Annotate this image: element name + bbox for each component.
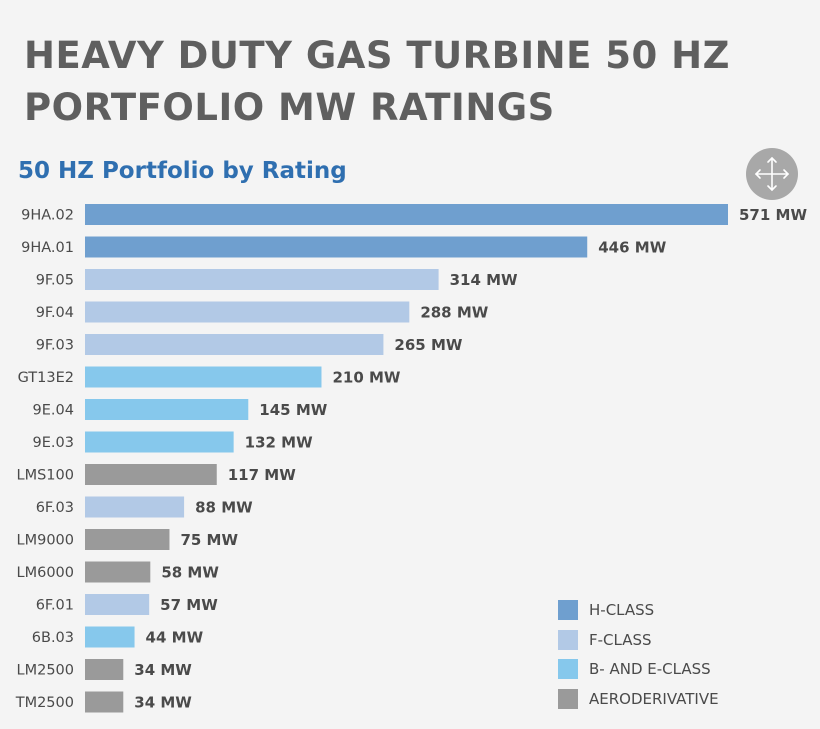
bar bbox=[85, 594, 150, 615]
legend-swatch bbox=[558, 629, 578, 650]
value-label: 210 MW bbox=[332, 369, 400, 387]
category-label: 9HA.01 bbox=[21, 240, 74, 256]
value-label: 34 MW bbox=[134, 694, 192, 712]
category-label: 6F.01 bbox=[36, 598, 74, 614]
legend-item-b-e-class: B- AND E-CLASS bbox=[558, 659, 719, 679]
legend-item-aeroderivative: AERODERIVATIVE bbox=[558, 688, 719, 709]
value-label: 44 MW bbox=[146, 629, 204, 647]
value-label: 117 MW bbox=[228, 466, 296, 484]
bar bbox=[85, 464, 217, 485]
value-label: 132 MW bbox=[245, 434, 313, 452]
move-arrows-button[interactable] bbox=[746, 148, 798, 200]
legend-swatch bbox=[558, 659, 578, 679]
value-label: 75 MW bbox=[180, 531, 238, 549]
value-label: 88 MW bbox=[195, 499, 253, 517]
value-label: 571 MW bbox=[739, 206, 807, 224]
category-label: 9F.04 bbox=[36, 305, 74, 321]
value-label: 145 MW bbox=[259, 401, 327, 419]
category-label: LM9000 bbox=[17, 533, 75, 549]
category-label: 9E.04 bbox=[33, 403, 74, 419]
bar bbox=[85, 659, 124, 680]
category-label: LM6000 bbox=[17, 565, 75, 581]
category-label: 9F.05 bbox=[36, 273, 74, 289]
legend-label: F-CLASS bbox=[589, 630, 652, 649]
bar bbox=[85, 366, 322, 388]
title-line-2: PORTFOLIO MW RATINGS bbox=[24, 86, 555, 129]
category-label: 9E.03 bbox=[33, 435, 74, 451]
bar bbox=[85, 334, 384, 355]
legend-item-f-class: F-CLASS bbox=[558, 629, 719, 650]
title-line-1: HEAVY DUTY GAS TURBINE 50 HZ bbox=[24, 34, 730, 77]
legend-label: H-CLASS bbox=[589, 601, 655, 619]
chart-subtitle: 50 HZ Portfolio by Rating bbox=[18, 158, 347, 184]
bar bbox=[85, 496, 185, 518]
value-label: 288 MW bbox=[420, 304, 488, 322]
value-label: 58 MW bbox=[161, 564, 219, 582]
bar bbox=[85, 431, 234, 453]
move-arrows-icon bbox=[754, 156, 790, 192]
value-label: 34 MW bbox=[134, 661, 192, 679]
legend-item-h-class: H-CLASS bbox=[558, 600, 719, 620]
value-label: 314 MW bbox=[450, 271, 518, 289]
value-label: 57 MW bbox=[160, 596, 218, 614]
bar bbox=[85, 529, 170, 550]
bar bbox=[85, 691, 124, 713]
bar bbox=[85, 236, 588, 258]
legend-swatch bbox=[558, 600, 578, 620]
bar bbox=[85, 301, 410, 323]
bar bbox=[85, 399, 249, 420]
category-label: LMS100 bbox=[17, 468, 74, 484]
bar bbox=[85, 561, 151, 583]
bar bbox=[85, 269, 439, 290]
page-title: HEAVY DUTY GAS TURBINE 50 HZ PORTFOLIO M… bbox=[24, 30, 730, 134]
category-label: 6F.03 bbox=[36, 500, 74, 516]
value-label: 446 MW bbox=[598, 239, 666, 257]
category-label: 6B.03 bbox=[32, 630, 74, 646]
category-label: 9F.03 bbox=[36, 338, 74, 354]
legend-swatch bbox=[558, 688, 578, 709]
category-label: 9HA.02 bbox=[21, 208, 74, 224]
legend-label: AERODERIVATIVE bbox=[589, 689, 719, 708]
category-label: TM2500 bbox=[15, 695, 74, 711]
category-label: LM2500 bbox=[17, 663, 75, 679]
category-label: GT13E2 bbox=[18, 370, 74, 386]
value-label: 265 MW bbox=[394, 336, 462, 354]
legend-label: B- AND E-CLASS bbox=[589, 660, 711, 678]
bar bbox=[85, 204, 728, 225]
chart-legend: H-CLASS F-CLASS B- AND E-CLASS AERODERIV… bbox=[558, 600, 719, 718]
bar bbox=[85, 626, 135, 648]
